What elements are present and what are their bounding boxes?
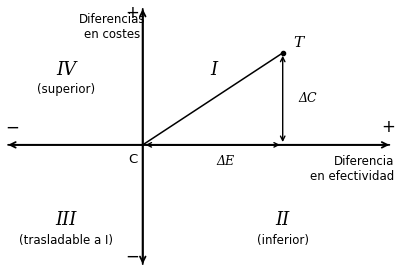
Text: IV: IV bbox=[56, 61, 76, 79]
Text: (inferior): (inferior) bbox=[257, 234, 309, 247]
Text: +: + bbox=[381, 118, 395, 136]
Text: Diferencias
en costes: Diferencias en costes bbox=[79, 13, 146, 41]
Text: −: − bbox=[126, 247, 140, 265]
Text: (trasladable a I): (trasladable a I) bbox=[19, 234, 113, 247]
Text: T: T bbox=[293, 35, 303, 50]
Text: ΔC: ΔC bbox=[298, 92, 316, 105]
Text: (superior): (superior) bbox=[37, 83, 96, 96]
Text: +: + bbox=[126, 4, 140, 22]
Text: ΔE: ΔE bbox=[216, 155, 234, 168]
Text: Diferencia
en efectividad: Diferencia en efectividad bbox=[310, 155, 395, 183]
Text: II: II bbox=[276, 211, 290, 229]
Text: I: I bbox=[210, 61, 218, 79]
Text: C: C bbox=[128, 153, 137, 166]
Text: III: III bbox=[56, 211, 77, 229]
Text: −: − bbox=[5, 118, 19, 136]
